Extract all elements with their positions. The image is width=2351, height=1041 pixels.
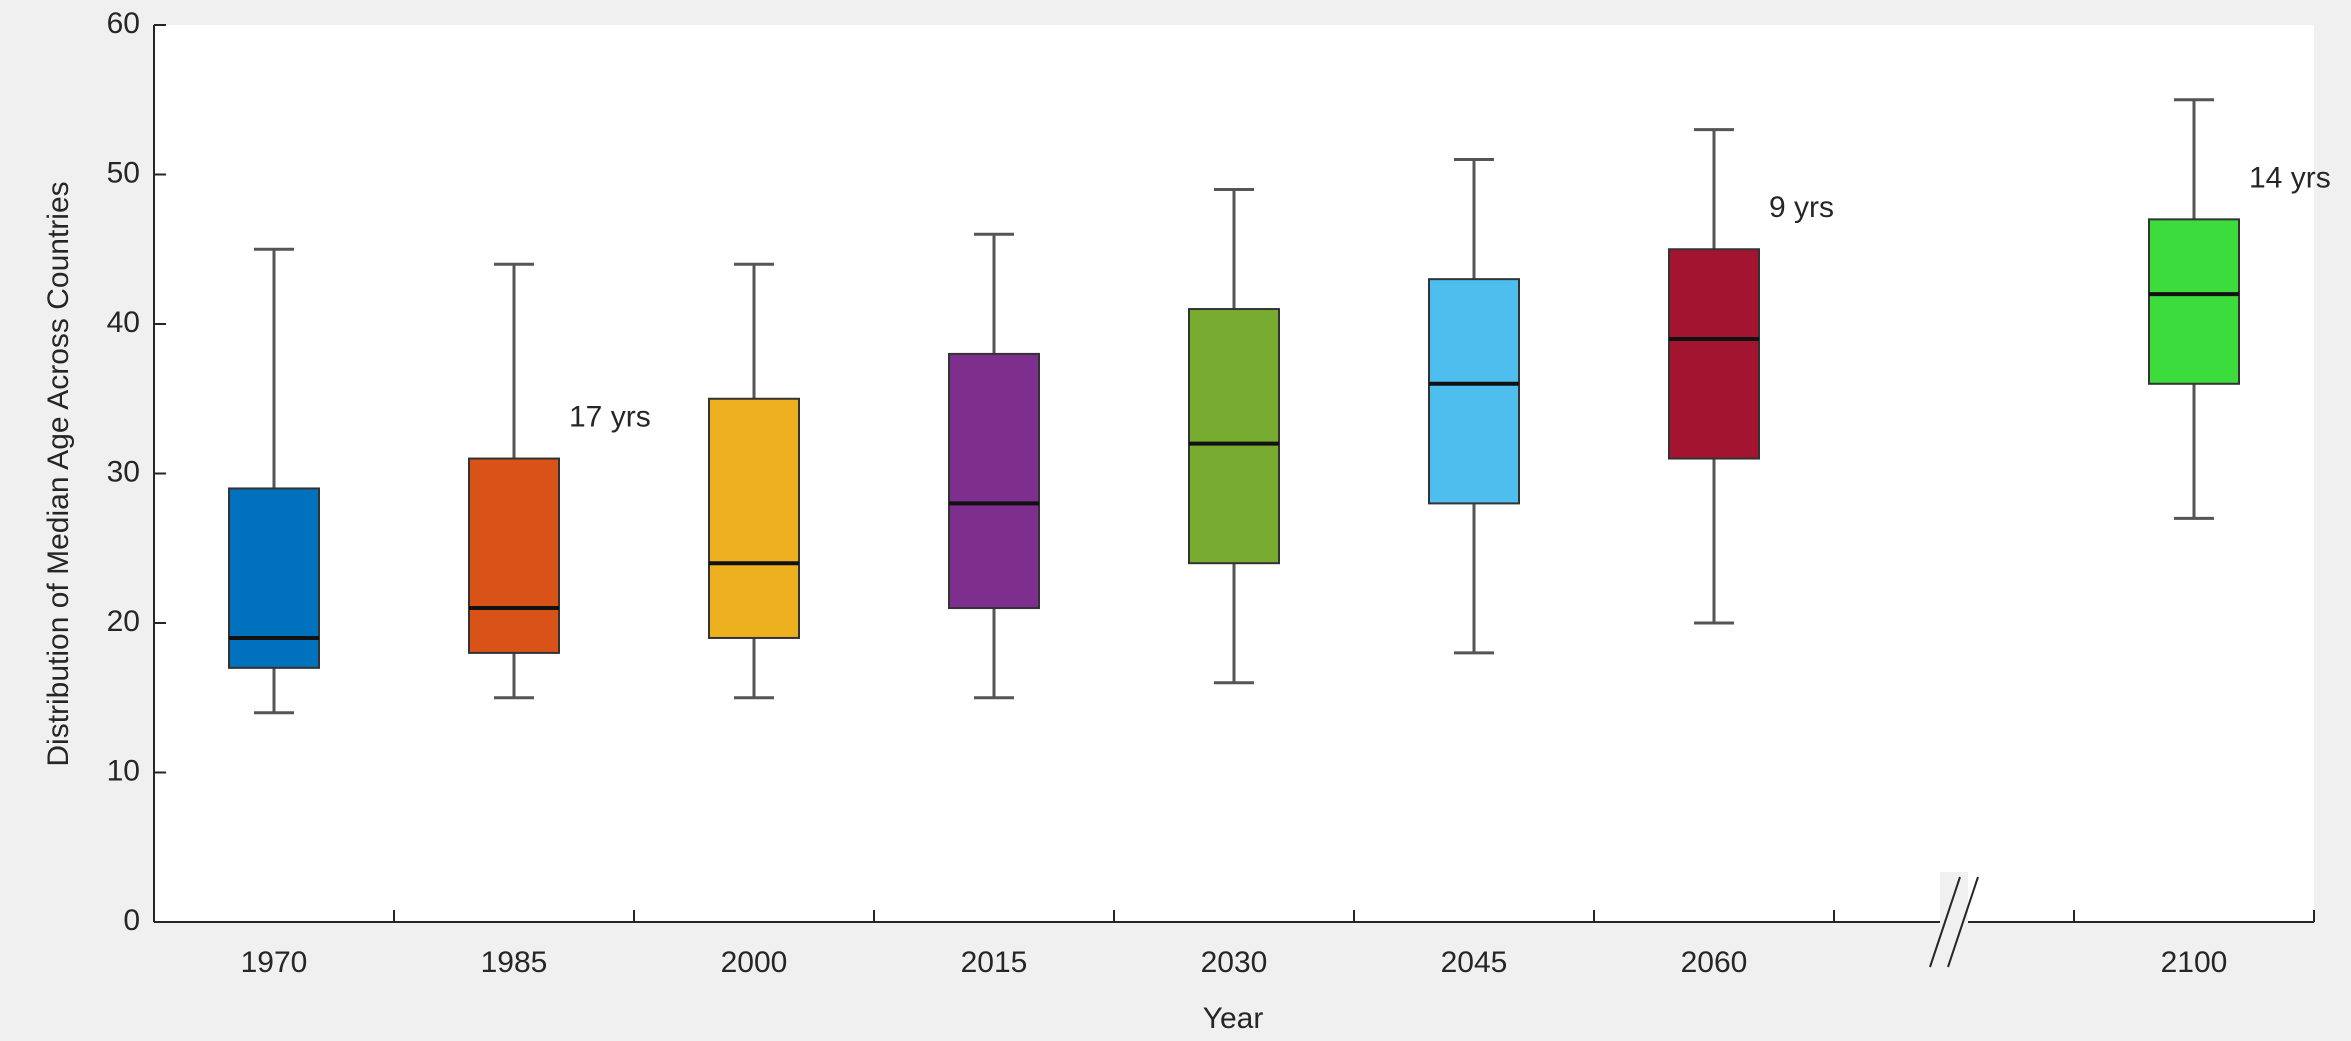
x-tick-label: 2100 [2161, 946, 2228, 979]
y-tick-label: 0 [123, 904, 140, 937]
y-tick-label: 10 [107, 754, 140, 787]
annotation: 14 yrs [2249, 161, 2331, 194]
y-tick-label: 30 [107, 455, 140, 488]
box [469, 459, 559, 653]
annotation: 17 yrs [569, 400, 651, 433]
x-tick-label: 1970 [241, 946, 308, 979]
x-tick-label: 2060 [1681, 946, 1748, 979]
x-tick-label: 1985 [481, 946, 548, 979]
y-tick-label: 60 [107, 7, 140, 40]
box [949, 354, 1039, 608]
y-tick-label: 20 [107, 605, 140, 638]
x-axis-label: Year [1203, 1002, 1264, 1035]
x-tick-label: 2045 [1441, 946, 1508, 979]
chart: Year Distribution of Median Age Across C… [0, 0, 2351, 1041]
x-tick-label: 2015 [961, 946, 1028, 979]
annotation: 9 yrs [1769, 191, 1834, 224]
x-tick-label: 2000 [721, 946, 788, 979]
x-tick-label: 2030 [1201, 946, 1268, 979]
y-axis-label: Distribution of Median Age Across Countr… [42, 181, 75, 766]
box [1189, 309, 1279, 563]
y-tick-label: 50 [107, 156, 140, 189]
box [1429, 279, 1519, 503]
box [2149, 219, 2239, 383]
y-tick-label: 40 [107, 306, 140, 339]
box [709, 399, 799, 638]
box [1669, 249, 1759, 458]
box [229, 488, 319, 667]
